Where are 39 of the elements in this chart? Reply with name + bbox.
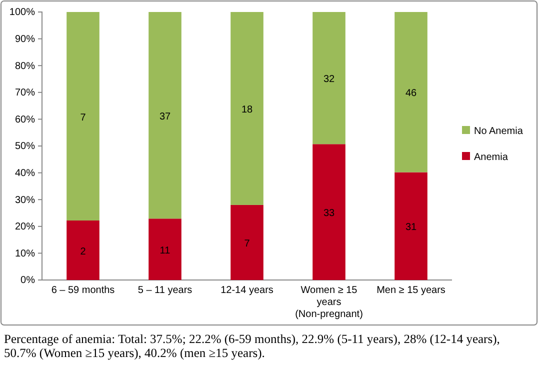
y-tick-label: 100%	[9, 7, 36, 18]
bar	[148, 12, 182, 219]
y-tick-label: 20%	[14, 222, 36, 233]
bar	[148, 218, 182, 280]
y-tick-label: 70%	[14, 88, 36, 99]
x-tick-label: 12-14 years	[220, 285, 274, 296]
x-tick-label: 5 – 11 years	[138, 285, 192, 296]
x-tick-label: 6 – 59 months	[51, 285, 115, 296]
y-tick-label: 50%	[14, 141, 36, 152]
annotation: 18	[241, 104, 253, 116]
y-tick-label: 30%	[14, 194, 36, 206]
bar	[66, 220, 100, 280]
legend-label: No Anemia	[474, 126, 524, 137]
y-tick-label: 10%	[14, 248, 36, 260]
y-tick-label: 40%	[14, 168, 36, 179]
y-tick-label: 90%	[14, 34, 36, 45]
bar	[394, 12, 428, 172]
bar	[312, 12, 346, 144]
legend-label: Anemia	[474, 152, 508, 163]
y-tick-label: 60%	[14, 114, 36, 126]
annotation: 33	[323, 208, 335, 220]
bar	[312, 144, 346, 280]
bar	[230, 12, 264, 205]
annotation: 11	[160, 245, 171, 256]
y-tick-label: 80%	[14, 60, 36, 72]
bar	[66, 12, 100, 221]
annotation: 32	[323, 74, 335, 86]
bar	[230, 204, 264, 280]
x-tick-label: Women ≥ 15 years (Non-pregnant)	[295, 285, 363, 320]
annotation: 7	[80, 112, 86, 124]
annotation: 46	[405, 88, 417, 100]
annotation: 37	[159, 111, 171, 122]
annotation: 2	[80, 246, 86, 258]
annotation: 31	[405, 222, 417, 234]
x-tick-label: Men ≥ 15 years	[376, 285, 446, 296]
text: Percentage of anemia: Total: 37.5%; 22.2% (6-59 months), 22.9% (5-11 years), 28% (12-14 years), 50.7% (Women ≥15 years), 40.2% (men ≥15 years).	[4, 332, 500, 360]
y-tick-label: 0%	[20, 275, 36, 286]
annotation: 7	[244, 238, 250, 250]
bar	[394, 172, 428, 280]
